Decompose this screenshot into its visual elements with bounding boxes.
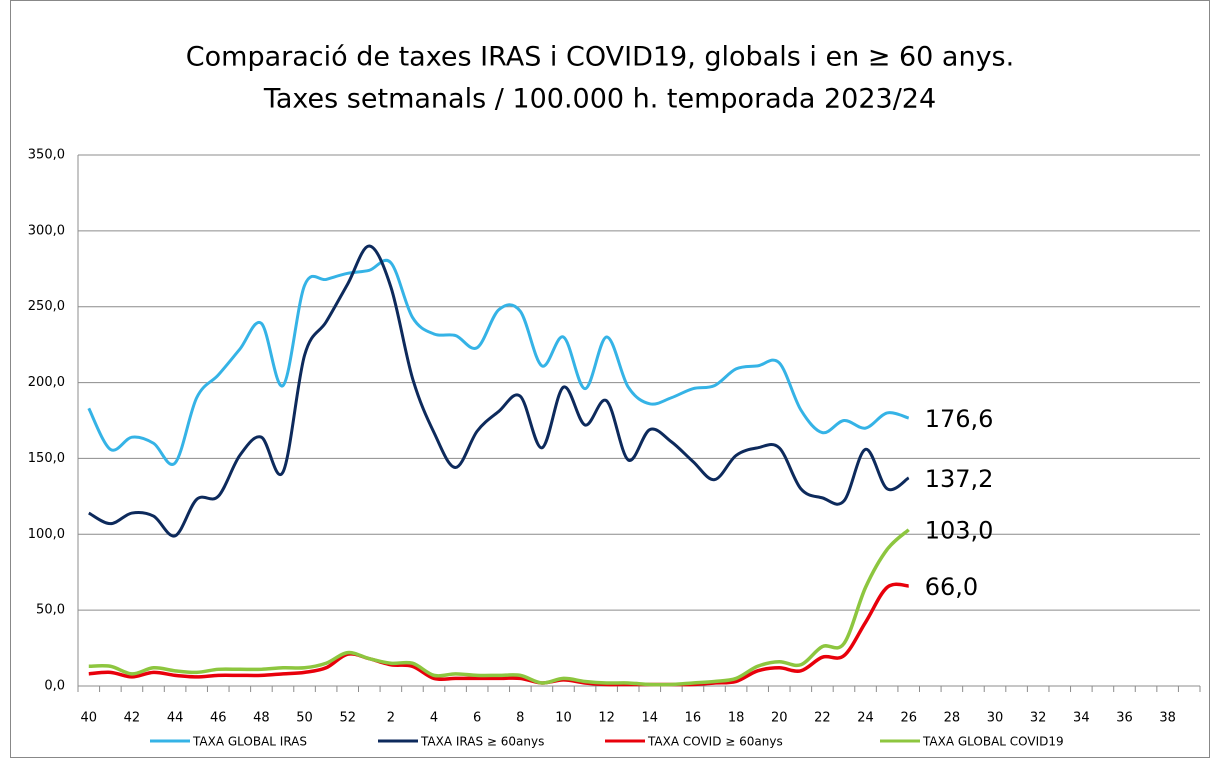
x-tick-label: 2 xyxy=(387,711,395,726)
y-tick-label: 250,0 xyxy=(28,299,65,314)
y-tick-label: 0,0 xyxy=(44,679,65,694)
data-label: 176,6 xyxy=(925,405,994,433)
x-tick-label: 44 xyxy=(167,711,184,726)
x-tick-label: 4 xyxy=(430,711,438,726)
y-tick-label: 200,0 xyxy=(28,375,65,390)
chart-subtitle: Taxes setmanals / 100.000 h. temporada 2… xyxy=(263,84,936,115)
x-tick-label: 14 xyxy=(642,711,659,726)
x-tick-label: 52 xyxy=(339,711,356,726)
chart-border xyxy=(10,0,1210,758)
x-tick-label: 34 xyxy=(1073,711,1090,726)
y-tick-label: 100,0 xyxy=(28,527,65,542)
legend-label: TAXA COVID ≥ 60anys xyxy=(647,735,783,749)
x-tick-label: 20 xyxy=(771,711,788,726)
x-tick-label: 6 xyxy=(473,711,481,726)
x-tick-label: 10 xyxy=(555,711,572,726)
x-tick-label: 42 xyxy=(124,711,141,726)
y-tick-label: 300,0 xyxy=(28,223,65,238)
x-tick-label: 32 xyxy=(1030,711,1047,726)
x-tick-label: 30 xyxy=(987,711,1004,726)
legend-label: TAXA IRAS ≥ 60anys xyxy=(420,735,544,749)
series-line xyxy=(88,582,909,687)
x-tick-label: 24 xyxy=(857,711,874,726)
x-tick-label: 50 xyxy=(296,711,313,726)
legend-label: TAXA GLOBAL COVID19 xyxy=(922,735,1064,749)
x-tick-label: 16 xyxy=(685,711,702,726)
x-tick-label: 48 xyxy=(253,711,270,726)
x-tick-label: 22 xyxy=(814,711,831,726)
x-tick-label: 26 xyxy=(900,711,917,726)
series-line xyxy=(88,244,910,538)
series-line xyxy=(87,258,910,466)
series-line xyxy=(88,528,910,687)
legend-label: TAXA GLOBAL IRAS xyxy=(192,735,307,749)
data-label: 66,0 xyxy=(925,573,978,601)
data-label: 103,0 xyxy=(925,517,994,545)
x-tick-label: 46 xyxy=(210,711,227,726)
y-tick-label: 350,0 xyxy=(28,148,65,163)
x-tick-label: 18 xyxy=(728,711,745,726)
chart-title: Comparació de taxes IRAS i COVID19, glob… xyxy=(186,42,1014,73)
data-label: 137,2 xyxy=(925,465,994,493)
x-tick-label: 38 xyxy=(1159,711,1176,726)
y-tick-label: 50,0 xyxy=(36,603,65,618)
x-tick-label: 28 xyxy=(944,711,961,726)
x-tick-label: 12 xyxy=(598,711,615,726)
x-tick-label: 40 xyxy=(81,711,98,726)
x-tick-label: 36 xyxy=(1116,711,1133,726)
x-tick-label: 8 xyxy=(516,711,524,726)
y-tick-label: 150,0 xyxy=(28,451,65,466)
